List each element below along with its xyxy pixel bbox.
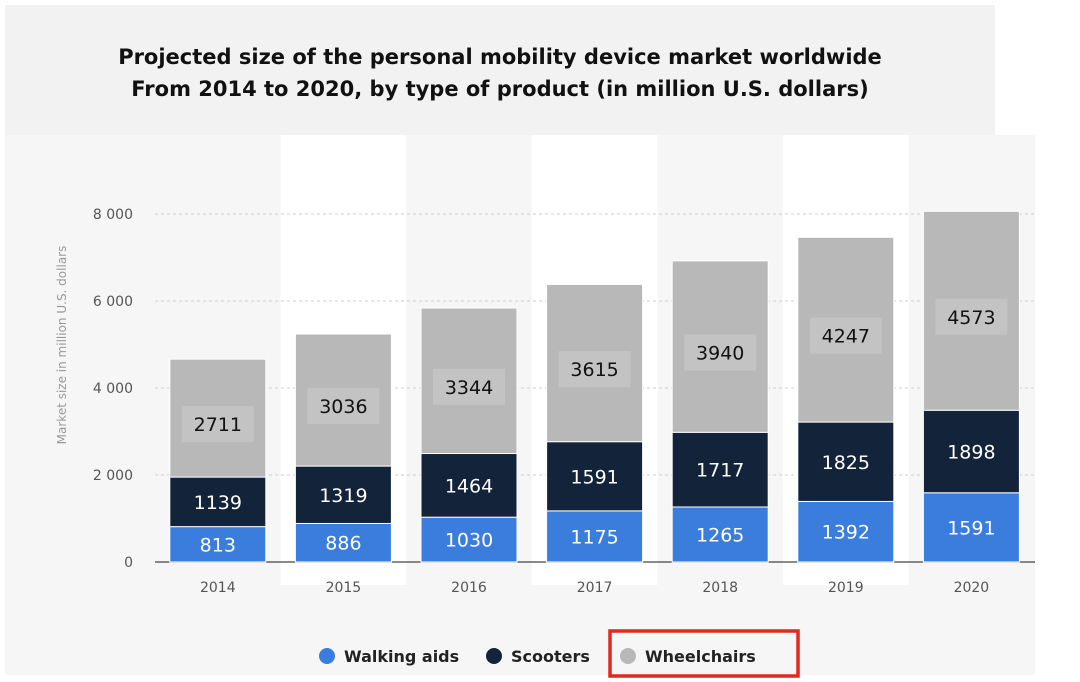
data-label: 2711 bbox=[194, 414, 242, 436]
x-tick-label: 2016 bbox=[451, 580, 487, 596]
data-label-background bbox=[181, 406, 254, 443]
title-panel bbox=[5, 5, 995, 135]
legend-marker-scooters[interactable] bbox=[486, 648, 502, 664]
data-label-background bbox=[307, 388, 380, 425]
data-label: 1265 bbox=[696, 524, 744, 546]
chart-title: Projected size of the personal mobility … bbox=[118, 45, 882, 69]
data-label: 1898 bbox=[947, 442, 995, 464]
bar-segment-walking-aids[interactable] bbox=[671, 506, 769, 563]
chart-subtitle: From 2014 to 2020, by type of product (i… bbox=[131, 77, 868, 101]
bar-segment-scooters[interactable] bbox=[671, 431, 769, 508]
x-tick-label: 2014 bbox=[200, 580, 236, 596]
y-tick-label: 0 bbox=[124, 555, 133, 571]
data-label-background bbox=[684, 334, 757, 371]
legend-label-walking-aids[interactable]: Walking aids bbox=[344, 647, 459, 666]
data-label: 3615 bbox=[570, 359, 618, 381]
bar-segment-scooters[interactable] bbox=[922, 409, 1020, 494]
data-label-background bbox=[558, 351, 631, 388]
data-label: 1825 bbox=[822, 452, 870, 474]
data-label: 1591 bbox=[570, 466, 618, 488]
data-label: 1717 bbox=[696, 460, 744, 482]
bar-segment-walking-aids[interactable] bbox=[546, 510, 644, 563]
bar-segment-scooters[interactable] bbox=[546, 441, 644, 512]
bar-segment-walking-aids[interactable] bbox=[169, 526, 267, 563]
data-label: 813 bbox=[200, 534, 236, 556]
data-label: 1139 bbox=[194, 492, 242, 514]
y-tick-label: 6 000 bbox=[93, 294, 133, 310]
data-label-background bbox=[433, 368, 505, 405]
bar-segment-scooters[interactable] bbox=[797, 421, 895, 502]
data-label-background bbox=[935, 298, 1008, 335]
bar-segment-scooters[interactable] bbox=[294, 465, 392, 524]
y-tick-label: 2 000 bbox=[93, 468, 133, 484]
x-tick-label: 2018 bbox=[702, 580, 738, 596]
legend-marker-wheelchairs[interactable] bbox=[620, 648, 636, 664]
bar-segment-walking-aids[interactable] bbox=[294, 522, 392, 563]
data-label-background bbox=[809, 317, 882, 354]
data-label: 886 bbox=[325, 533, 361, 555]
y-axis-label: Market size in million U.S. dollars bbox=[55, 246, 69, 445]
x-tick-label: 2020 bbox=[954, 580, 990, 596]
bar-segment-walking-aids[interactable] bbox=[922, 492, 1020, 563]
data-label: 3036 bbox=[319, 396, 367, 418]
bar-segment-walking-aids[interactable] bbox=[797, 500, 895, 563]
legend-marker-walking-aids[interactable] bbox=[319, 648, 335, 664]
y-tick-label: 4 000 bbox=[93, 381, 133, 397]
legend-label-wheelchairs[interactable]: Wheelchairs bbox=[645, 647, 756, 666]
data-label: 1464 bbox=[445, 475, 493, 497]
data-label: 4247 bbox=[822, 326, 870, 348]
data-label: 1030 bbox=[445, 530, 493, 552]
x-tick-label: 2017 bbox=[577, 580, 613, 596]
bar-segment-scooters[interactable] bbox=[169, 476, 267, 528]
data-label: 4573 bbox=[947, 307, 995, 329]
data-label: 1319 bbox=[319, 485, 367, 507]
x-tick-label: 2019 bbox=[828, 580, 864, 596]
legend-label-scooters[interactable]: Scooters bbox=[511, 647, 590, 666]
data-label: 1175 bbox=[570, 526, 618, 548]
data-label: 3344 bbox=[445, 377, 493, 399]
data-label: 3940 bbox=[696, 343, 744, 365]
x-tick-label: 2015 bbox=[326, 580, 362, 596]
data-label: 1392 bbox=[822, 522, 870, 544]
y-tick-label: 8 000 bbox=[93, 207, 133, 223]
bar-segment-walking-aids[interactable] bbox=[420, 516, 518, 563]
data-label: 1591 bbox=[947, 517, 995, 539]
legend-highlight-box bbox=[608, 629, 800, 678]
